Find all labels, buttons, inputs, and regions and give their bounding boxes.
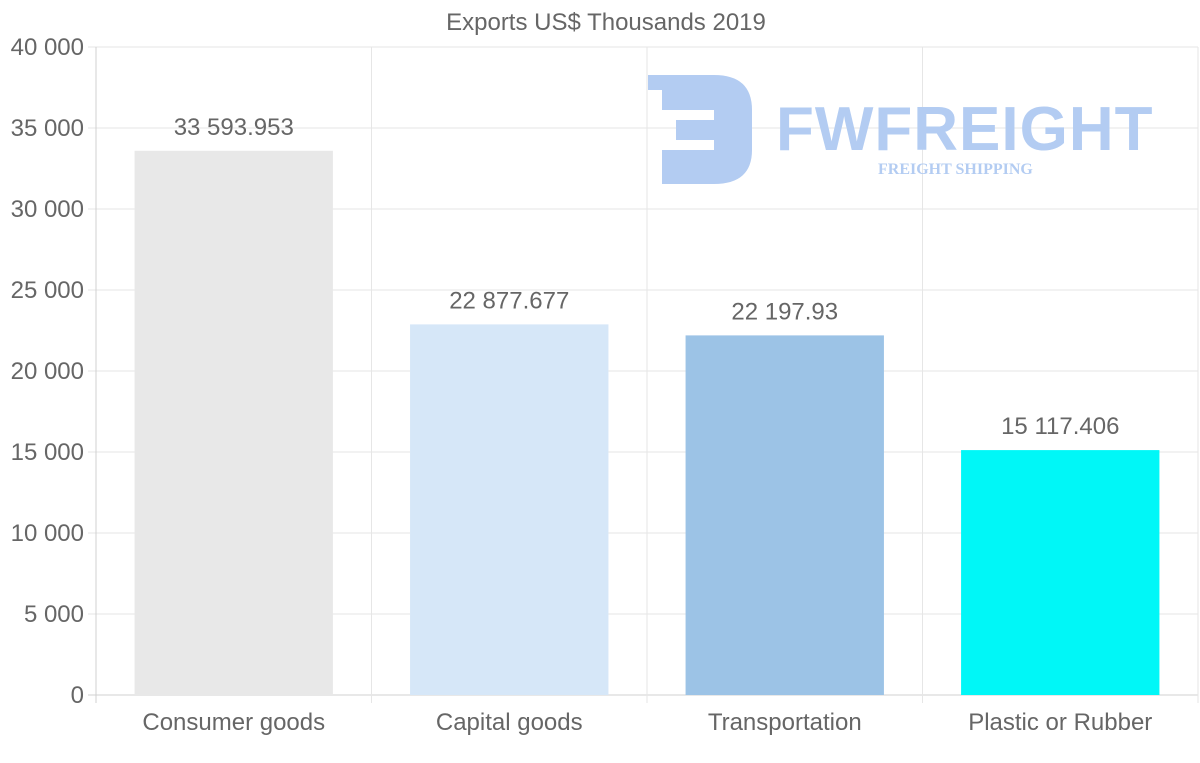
y-tick-label: 30 000	[11, 196, 84, 223]
y-tick-label: 20 000	[11, 358, 84, 385]
y-axis: 0 5 000 10 000 15 000 20 000 25 000 30 000 35 0…	[11, 34, 84, 709]
x-tick-label: Transportation	[708, 709, 862, 736]
bar-value-label: 15 117.406	[1001, 413, 1119, 440]
x-tick-label: Capital goods	[436, 709, 583, 736]
y-tick-label: 10 000	[11, 520, 84, 547]
bar-value-label: 22 877.677	[449, 287, 569, 314]
y-tick-label: 25 000	[11, 277, 84, 304]
value-labels: 33 593.953 22 877.677 22 197.93 15 117.406	[174, 114, 1120, 440]
bar-consumer-goods	[134, 150, 333, 695]
y-tick-label: 15 000	[11, 439, 84, 466]
bar-transportation	[685, 335, 884, 695]
x-tick-label: Plastic or Rubber	[968, 709, 1152, 736]
watermark-logo: FWFREIGHT FREIGHT SHIPPING	[648, 75, 1154, 184]
bar-value-label: 22 197.93	[731, 298, 838, 325]
watermark-name: FWFREIGHT	[776, 95, 1154, 164]
y-tick-label: 0	[71, 682, 84, 709]
y-tick-label: 35 000	[11, 115, 84, 142]
logo-mark-icon	[648, 75, 752, 184]
x-axis: Consumer goods Capital goods Transportatio…	[142, 709, 1152, 736]
y-tick-label: 5 000	[24, 601, 84, 628]
bar-capital-goods	[410, 324, 609, 695]
bar-value-label: 33 593.953	[174, 114, 294, 141]
bar-plastic-or-rubber	[961, 450, 1160, 695]
chart-title: Exports US$ Thousands 2019	[446, 9, 766, 36]
bars	[134, 150, 1160, 695]
watermark-tagline: FREIGHT SHIPPING	[878, 161, 1033, 178]
y-tick-label: 40 000	[11, 34, 84, 61]
x-tick-label: Consumer goods	[142, 709, 325, 736]
